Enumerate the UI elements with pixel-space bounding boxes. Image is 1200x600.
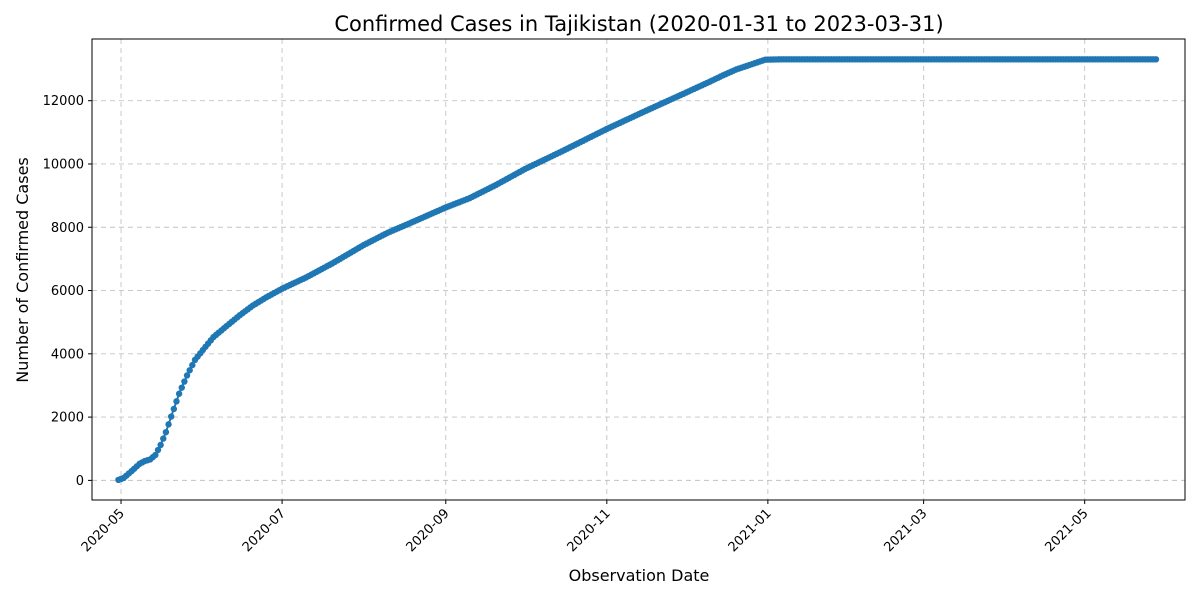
x-tick-label: 2021-03 <box>881 506 930 555</box>
x-tick-label: 2020-09 <box>404 506 453 555</box>
x-tick-label: 2020-05 <box>79 506 128 555</box>
data-point <box>181 378 188 385</box>
x-tick-label: 2020-11 <box>565 506 614 555</box>
y-ticks: 0 2000 4000 6000 8000 10000 12000 <box>43 94 92 489</box>
data-point <box>165 421 172 428</box>
y-axis-label: Number of Confirmed Cases <box>13 157 32 383</box>
y-tick-label: 12000 <box>43 94 84 109</box>
data-point <box>160 435 167 442</box>
x-tick-label: 2020-07 <box>240 506 289 555</box>
data-point <box>170 405 178 413</box>
chart-title: Confirmed Cases in Tajikistan (2020-01-3… <box>334 12 943 36</box>
plot-frame <box>91 38 1186 501</box>
data-point <box>178 384 185 391</box>
y-tick-label: 2000 <box>51 411 84 426</box>
data-point <box>162 428 170 436</box>
y-tick-label: 8000 <box>51 221 84 236</box>
data-point <box>168 413 175 420</box>
data-point <box>1152 56 1160 63</box>
data-point <box>183 372 191 379</box>
y-tick-label: 0 <box>76 474 84 489</box>
data-point <box>175 390 183 397</box>
y-tick-label: 6000 <box>51 284 84 299</box>
data-point <box>152 451 159 459</box>
data-point <box>189 361 196 369</box>
y-tick-label: 4000 <box>51 347 84 362</box>
x-ticks: 2020-05 2020-07 2020-09 2020-11 2021-01 2021-… <box>79 500 1092 555</box>
data-point <box>157 441 164 449</box>
y-tick-label: 10000 <box>43 157 84 172</box>
data-point <box>154 446 162 454</box>
x-tick-label: 2021-05 <box>1042 506 1091 555</box>
x-axis-label: Observation Date <box>569 566 710 585</box>
x-tick-label: 2021-01 <box>726 506 775 555</box>
data-layer <box>115 56 1160 484</box>
data-point <box>186 367 193 374</box>
grid-layer <box>92 39 1185 500</box>
data-point <box>173 398 180 405</box>
